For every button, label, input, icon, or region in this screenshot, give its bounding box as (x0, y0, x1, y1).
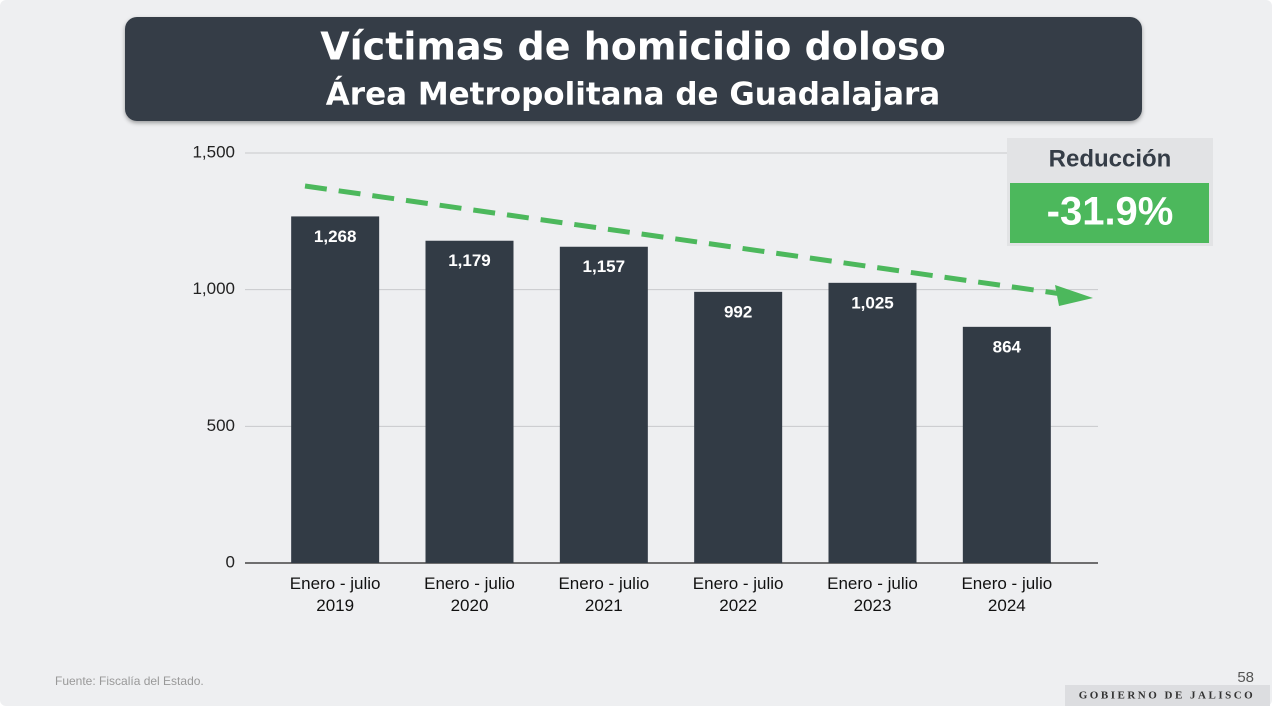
bar (828, 282, 917, 563)
chart-title: Víctimas de homicidio doloso (320, 25, 946, 69)
trend-arrow (304, 183, 1063, 297)
x-tick-label: Enero - julio 2019 (289, 574, 381, 615)
value-label: 1,157 (583, 257, 626, 276)
bar (559, 246, 648, 563)
y-tick-label: 1,000 (192, 279, 235, 298)
plot-area: 0 500 1,000 1,500 1,268 1,179 1,157 992 1,025 864 (192, 142, 1098, 571)
value-label: 1,025 (851, 293, 894, 312)
bar (425, 240, 514, 564)
chart-subtitle: Área Metropolitana de Guadalajara (326, 77, 940, 113)
annotation-value: -31.9% (1047, 190, 1174, 234)
x-tick-label: Enero - julio 2021 (558, 574, 650, 615)
bar (962, 326, 1051, 563)
value-label: 1,179 (448, 251, 491, 270)
source: Fuente: Fiscalía del Estado. (55, 674, 204, 688)
bar (694, 291, 783, 563)
annotation-label: Reducción (1049, 145, 1172, 172)
title-box (125, 17, 1142, 121)
y-tick-label: 1,500 (192, 142, 235, 161)
annotation-value-box (1010, 183, 1209, 243)
value-label: 1,268 (314, 227, 357, 246)
x-tick-label: Enero - julio 2023 (827, 574, 918, 615)
x-tick-label: Enero - julio 2022 (692, 574, 784, 615)
value-label: 864 (993, 337, 1022, 356)
y-tick-label: 0 (226, 552, 235, 571)
brand-box (1065, 685, 1270, 706)
x-tick-label: Enero - julio 2020 (424, 574, 515, 615)
value-label: 992 (724, 302, 752, 321)
trend-arrow-head (1055, 285, 1093, 306)
y-tick-label: 500 (207, 416, 235, 435)
brand: GOBIERNO DE JALISCO (1079, 690, 1255, 702)
page-number: 58 (1237, 669, 1254, 686)
bar (291, 216, 380, 563)
x-tick-label: Enero - julio 2024 (961, 574, 1053, 615)
